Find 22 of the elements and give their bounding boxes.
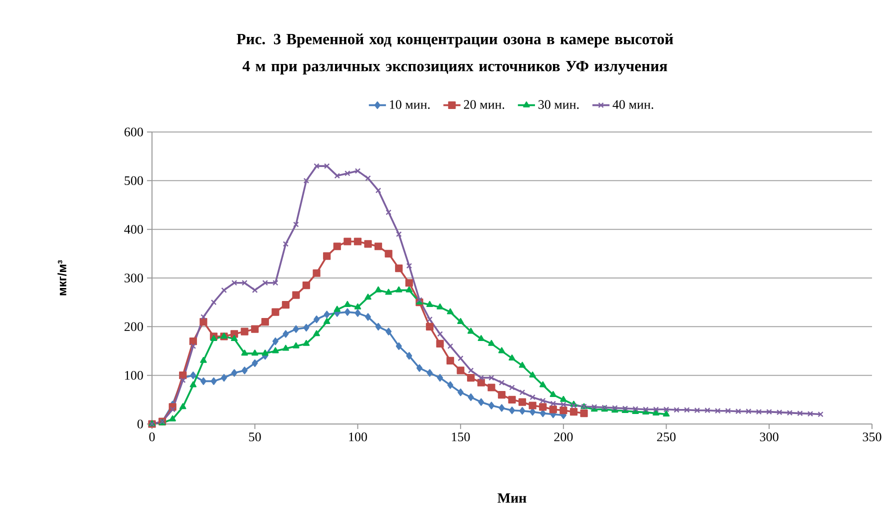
x-tick-label: 0 — [149, 432, 155, 442]
y-tick-label: 0 — [137, 420, 143, 428]
x-tick-label: 350 — [862, 432, 882, 442]
y-axis-title: мкг/м³ — [58, 260, 66, 296]
legend-label: 40 мин. — [612, 100, 654, 109]
y-tick-label: 500 — [124, 176, 143, 186]
x-tick-label: 300 — [760, 432, 778, 442]
x-tick-label: 250 — [657, 432, 676, 442]
y-tick-label: 400 — [124, 224, 143, 234]
y-tick-label: 200 — [124, 322, 143, 332]
y-tick-label: 100 — [125, 370, 143, 380]
x-tick-label: 100 — [349, 432, 367, 442]
chart-title: Рис. 3 Временной ход концентрации озона в камере высотой 4 м при различных экспозициях источников УФ излучения — [236, 33, 674, 74]
legend-label: 30 мин. — [538, 100, 579, 109]
x-tick-label: 150 — [452, 432, 470, 442]
x-tick-label: 50 — [249, 432, 261, 442]
x-axis-title: Мин — [498, 493, 526, 503]
y-tick-label: 600 — [124, 128, 143, 136]
x-tick-label: 200 — [554, 432, 573, 442]
y-tick-label: 300 — [124, 274, 143, 282]
legend-label: 20 мин. — [464, 100, 504, 109]
legend-label: 10 мин. — [390, 100, 430, 109]
